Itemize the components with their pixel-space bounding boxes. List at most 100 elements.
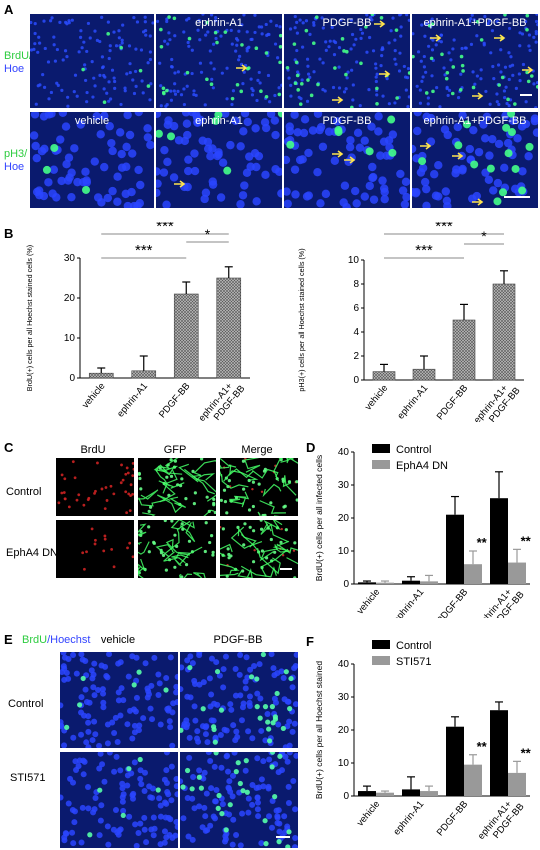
panel-c-tile-1-0	[56, 520, 134, 578]
bar-series-1	[412, 368, 436, 381]
category-label: ephrin-A1+PDGF-BB	[476, 582, 527, 618]
bar-Control-3	[490, 710, 508, 796]
bar-Control-3	[490, 498, 508, 584]
y-tick-label: 30	[338, 480, 350, 491]
scale-bar	[276, 836, 290, 838]
chart-d: 0 10 20 30 40 BrdU(+) cells per all infected …	[314, 444, 532, 618]
panel-a-row1-tile-0	[30, 14, 154, 108]
y-tick-label: 10	[338, 758, 350, 769]
row-control-e: Control	[8, 698, 44, 710]
column-brdu: BrdU	[80, 444, 106, 456]
legend-label-1: EphA4 DN	[396, 460, 448, 472]
chart-b-ph3: 0 2 4 6 8 10 pH3(+) cells per all Hoechst stai…	[297, 222, 524, 422]
panel-a-row1-label: BrdU/ Hoe	[4, 50, 32, 76]
hoechst-stain: /Hoechst	[47, 634, 91, 646]
significance-label: ***	[156, 222, 174, 235]
arrow-icon	[344, 156, 356, 164]
category-label: PDGF-BB	[435, 587, 471, 618]
panel-e-stain-label: BrdU/Hoechst	[22, 634, 90, 646]
panel-b-letter: B	[4, 226, 14, 241]
category-label: ephrin-A1+PDGF-BB	[472, 378, 523, 422]
brdu-label: BrdU/	[4, 50, 33, 62]
panel-a-row2-tile-1: ephrin-A1	[156, 112, 282, 208]
bar-Control-0	[358, 791, 376, 796]
panel-c-tile-0-0	[56, 458, 134, 516]
tile-label: ephrin-A1	[195, 115, 243, 127]
category-label: ephrin-A1+PDGF-BB	[197, 376, 248, 422]
y-tick-label: 0	[343, 579, 349, 590]
arrow-icon	[332, 150, 344, 158]
y-tick-label: 0	[343, 791, 349, 802]
arrow-icon	[472, 198, 484, 206]
panel-e-letter: E	[4, 632, 13, 647]
significance-label: *	[481, 228, 487, 244]
legend-swatch-0	[372, 444, 390, 453]
arrow-icon	[494, 34, 506, 42]
category-label: ephrin-A1+PDGF-BB	[476, 794, 527, 848]
brdu-stain: BrdU	[22, 634, 48, 646]
column-gfp: GFP	[163, 444, 187, 456]
y-tick-label: 20	[64, 293, 76, 304]
arrow-icon	[522, 66, 534, 74]
panel-e-tile-1-1	[180, 752, 298, 848]
panel-a-row2-tile-2: PDGF-BB	[284, 112, 410, 208]
bar-STI571-0	[376, 792, 394, 796]
y-tick-label: 8	[353, 279, 359, 290]
bar-STI571-3	[508, 772, 526, 796]
bar-series-0	[372, 371, 396, 381]
panel-c-tile-1-2	[220, 520, 298, 578]
legend-label-0: Control	[396, 444, 431, 456]
arrow-icon	[472, 92, 484, 100]
column-vehicle: vehicle	[100, 634, 136, 646]
significance-label: **	[521, 533, 532, 548]
panel-f-letter: F	[306, 634, 314, 649]
y-tick-label: 0	[69, 373, 75, 384]
category-label: vehicle	[363, 383, 390, 413]
bar-Control-1	[402, 789, 420, 796]
bar-series-2	[173, 293, 199, 379]
tile-label: PDGF-BB	[322, 17, 372, 29]
y-tick-label: 2	[353, 351, 359, 362]
arrow-icon	[430, 34, 442, 42]
bar-series-3	[492, 283, 516, 381]
bar-Control-2	[446, 726, 464, 796]
y-tick-label: 20	[338, 513, 350, 524]
tile-label: PDGF-BB	[322, 115, 372, 127]
chart-b-brdu: 0 10 20 30 BrdU(+) cells per all Hoechst sta…	[25, 222, 250, 422]
y-tick-label: 40	[338, 659, 350, 670]
arrow-icon	[236, 64, 248, 72]
category-label: ephrin-A1	[395, 383, 430, 422]
category-label: vehicle	[80, 381, 107, 411]
panel-a-row2-tile-0: vehicle	[30, 112, 154, 208]
bar-Control-0	[358, 582, 376, 584]
y-tick-label: 10	[64, 333, 76, 344]
y-axis-label: BrdU(+) cells per all Hoechst stained	[314, 661, 324, 799]
category-label: ephrin-A1	[391, 587, 426, 618]
panel-a-letter: A	[4, 2, 14, 17]
chart-f: 0 10 20 30 40 BrdU(+) cells per all Hoechst s…	[314, 640, 532, 848]
scale-bar	[280, 568, 292, 570]
bar-series-3	[216, 277, 242, 379]
legend-label-1: STI571	[396, 656, 431, 668]
category-label: ephrin-A1	[391, 799, 426, 838]
tile-label: ephrin-A1+PDGF-BB	[423, 115, 527, 127]
y-tick-label: 10	[348, 255, 360, 266]
row-sti571: STI571	[10, 772, 46, 784]
ph3-label: pH3/	[4, 148, 28, 160]
significance-label: **	[477, 535, 488, 550]
bar-EphA4 DN-1	[420, 581, 438, 584]
significance-label: ***	[415, 242, 433, 259]
bar-STI571-1	[420, 791, 438, 796]
panel-c-tile-0-1	[138, 458, 216, 516]
legend-swatch-0	[372, 640, 390, 649]
panel-d-letter: D	[306, 440, 316, 455]
legend-swatch-1	[372, 656, 390, 665]
panel-c-letter: C	[4, 440, 14, 455]
scale-bar	[520, 94, 532, 96]
scale-bar	[504, 196, 530, 198]
y-tick-label: 30	[64, 253, 76, 264]
column-merge: Merge	[241, 444, 273, 456]
hoe-label-2: Hoe	[4, 161, 25, 173]
bar-Control-1	[402, 580, 420, 584]
y-tick-label: 30	[338, 692, 350, 703]
